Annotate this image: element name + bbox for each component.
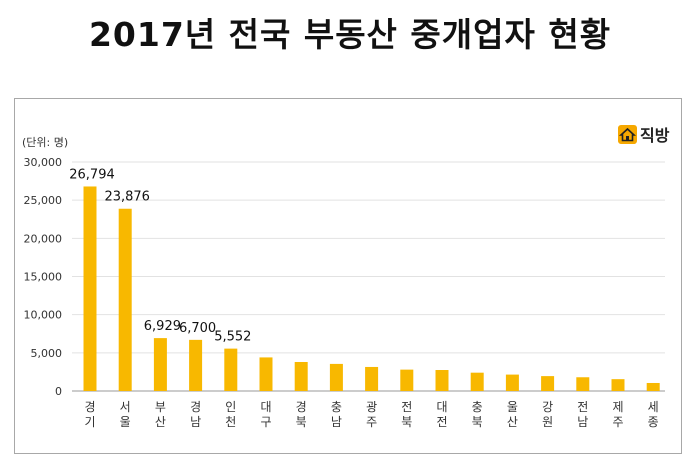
bar	[505, 374, 519, 391]
x-tick-label: 경	[190, 400, 201, 414]
x-tick-label: 광	[366, 400, 377, 414]
brand-name: 직방	[640, 126, 670, 145]
y-tick-label: 15,000	[24, 271, 63, 284]
bar	[400, 369, 414, 391]
x-tick-label: 북	[296, 415, 307, 429]
data-label: 5,552	[214, 330, 251, 345]
x-tick-label: 구	[260, 415, 271, 429]
x-tick-label: 경	[296, 400, 307, 414]
gridlines	[72, 161, 665, 392]
bar	[646, 382, 660, 391]
x-tick-label: 울	[507, 400, 518, 414]
x-tick-label: 대	[260, 400, 271, 414]
x-tick-label: 인	[225, 400, 236, 414]
y-tick-label: 20,000	[24, 232, 63, 245]
bar	[365, 366, 379, 391]
x-tick-label: 종	[648, 415, 659, 429]
x-tick-label: 서	[120, 400, 131, 414]
x-tick-label: 제	[612, 400, 623, 414]
x-tick-label: 산	[507, 415, 518, 429]
bar	[435, 370, 449, 391]
data-label: 26,794	[69, 167, 115, 182]
chart-frame	[14, 98, 682, 454]
x-tick-label: 산	[155, 415, 166, 429]
y-tick-label: 10,000	[24, 309, 63, 322]
x-tick-label: 강	[542, 400, 553, 414]
x-tick-label: 세	[648, 400, 659, 414]
unit-label: (단위: 명)	[22, 136, 68, 149]
data-label: 6,929	[144, 319, 181, 334]
x-tick-label: 전	[436, 415, 447, 429]
house-icon	[618, 124, 637, 144]
y-axis-ticks: 0 5,000 10,000 15,000 20,000 25,000 30,000	[24, 156, 63, 398]
x-tick-label: 주	[366, 415, 377, 429]
data-label: 6,700	[179, 321, 216, 336]
bar	[153, 338, 167, 391]
data-label: 23,876	[104, 190, 150, 205]
bar	[611, 379, 625, 391]
x-tick-label: 전	[401, 400, 412, 414]
x-tick-label: 주	[612, 415, 623, 429]
y-tick-label: 25,000	[24, 194, 63, 207]
x-tick-label: 충	[331, 400, 342, 414]
page-title: 2017년 전국 부동산 중개업자 현황	[88, 15, 612, 54]
brand-logo: 직방	[618, 122, 669, 146]
bar	[576, 377, 590, 391]
x-tick-label: 남	[190, 415, 201, 429]
x-tick-label: 울	[120, 415, 131, 429]
bar	[470, 372, 484, 391]
bar	[329, 363, 343, 391]
x-tick-label: 전	[577, 400, 588, 414]
x-tick-label: 경	[84, 400, 95, 414]
x-tick-label: 부	[155, 400, 166, 414]
y-tick-label: 0	[55, 385, 62, 398]
bar	[294, 361, 308, 391]
bar	[224, 348, 238, 391]
x-tick-label: 충	[472, 400, 483, 414]
bar	[259, 357, 273, 391]
x-tick-label: 천	[225, 414, 236, 429]
x-tick-label: 남	[331, 415, 342, 429]
bar	[83, 186, 97, 391]
x-tick-label: 북	[401, 415, 412, 429]
bar	[189, 339, 203, 391]
bars	[83, 186, 660, 391]
bar	[541, 376, 555, 391]
x-tick-label: 북	[472, 415, 483, 429]
y-tick-label: 30,000	[24, 156, 63, 169]
y-tick-label: 5,000	[31, 347, 63, 360]
x-tick-label: 남	[577, 415, 588, 429]
x-tick-label: 기	[84, 415, 95, 429]
bar	[118, 208, 132, 391]
x-tick-label: 원	[542, 415, 553, 429]
x-tick-label: 대	[436, 400, 447, 414]
